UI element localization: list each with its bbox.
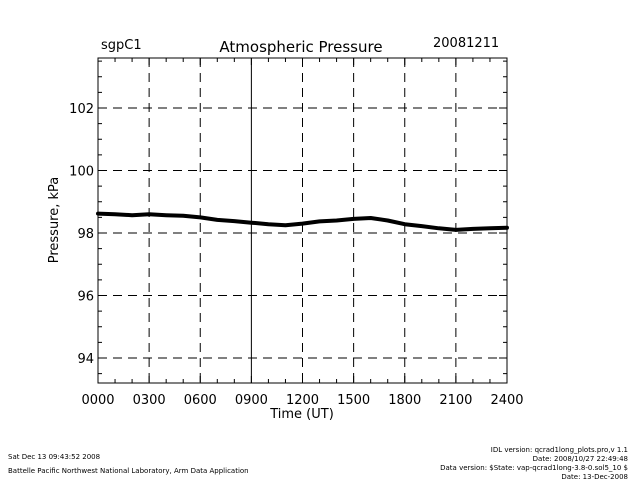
site-label: sgpC1 (101, 38, 142, 53)
y-axis-label: Pressure, kPa (47, 177, 62, 264)
y-tick-label-100: 100 (69, 165, 94, 180)
x-tick-label-1800: 1800 (388, 393, 421, 408)
y-tick-label-94: 94 (77, 352, 94, 367)
pressure-series-line (96, 211, 509, 232)
x-tick-label-2100: 2100 (439, 393, 472, 408)
footer-timestamp: Sat Dec 13 09:43:52 2008 (8, 453, 101, 461)
footer-lab: Battelle Pacific Northwest National Labo… (8, 467, 249, 475)
x-tick-label-0900: 0900 (235, 393, 268, 408)
y-tick-label-98: 98 (77, 227, 94, 242)
series-layer (96, 211, 509, 232)
y-tick-labels: 94 96 98 100 102 (69, 102, 94, 367)
x-tick-label-1200: 1200 (286, 393, 319, 408)
x-axis-label: Time (UT) (269, 407, 334, 422)
x-tick-label-0000: 0000 (81, 393, 114, 408)
footer-idl-date: Date: 2008/10/27 22:49:48 (532, 455, 628, 463)
x-tick-label-0600: 0600 (184, 393, 217, 408)
footer-data-version: Data version: $State: vap-qcrad1long-3.8… (440, 464, 628, 472)
plot-frame (97, 57, 508, 384)
x-tick-label-1500: 1500 (337, 393, 370, 408)
footer-version-block: IDL version: qcrad1long_plots.pro,v 1.1 … (440, 446, 628, 482)
x-tick-labels: 0000 0300 0600 0900 1200 1500 1800 2100 2400 (81, 393, 523, 408)
date-label: 20081211 (433, 36, 500, 51)
x-tick-label-2400: 2400 (490, 393, 523, 408)
y-tick-label-96: 96 (77, 290, 94, 305)
x-tick-label-0300: 0300 (133, 393, 166, 408)
chart-title: Atmospheric Pressure (219, 38, 382, 56)
grid-lines (98, 58, 507, 383)
footer-idl-version: IDL version: qcrad1long_plots.pro,v 1.1 (490, 446, 628, 454)
footer-data-date: Date: 13-Dec-2008 (561, 473, 628, 481)
y-tick-label-102: 102 (69, 102, 94, 117)
